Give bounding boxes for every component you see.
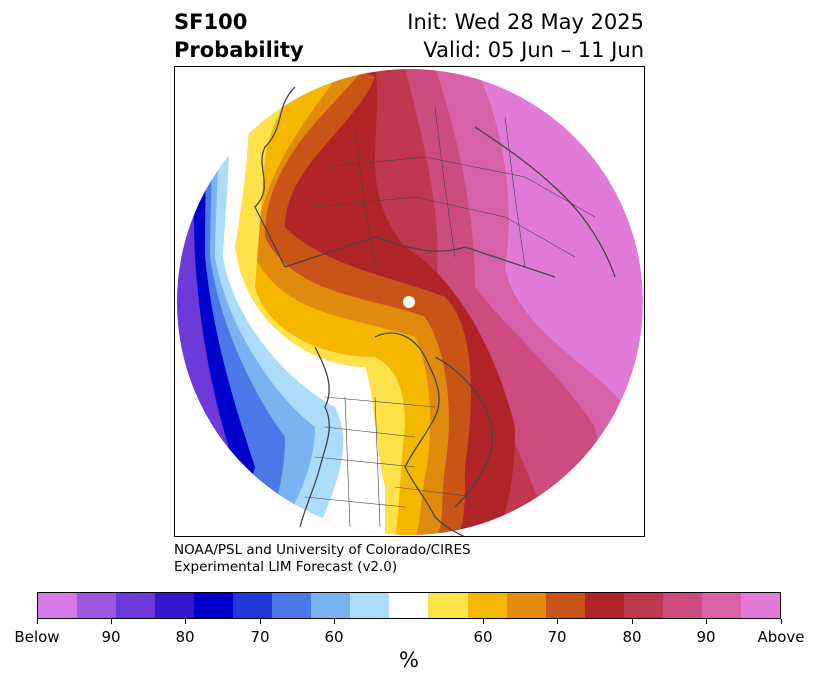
colorbar-tick-label: 80 <box>622 628 642 646</box>
colorbar-unit: % <box>399 648 419 672</box>
colorbar-segment <box>155 593 195 618</box>
colorbar-tick-label: Below <box>14 628 60 646</box>
probability-map <box>175 67 644 536</box>
map-panel <box>174 66 645 537</box>
colorbar-tick-mark <box>706 619 707 624</box>
colorbar-segment <box>38 593 78 618</box>
coastlines <box>254 86 616 536</box>
colorbar-tick-label: 90 <box>101 628 121 646</box>
colorbar-segment <box>701 593 741 618</box>
credit-line-1: NOAA/PSL and University of Colorado/CIRE… <box>174 542 471 558</box>
colorbar-segment <box>740 593 780 618</box>
colorbar-segment <box>272 593 312 618</box>
title-line-2: Probability <box>174 38 304 62</box>
north-pole-marker <box>403 296 415 308</box>
colorbar-segment <box>389 593 429 618</box>
colorbar-segment <box>233 593 273 618</box>
colorbar-tick-mark <box>37 619 38 624</box>
colorbar-segment <box>194 593 234 618</box>
colorbar-tick-label: 60 <box>324 628 344 646</box>
credit-text: NOAA/PSL and University of Colorado/CIRE… <box>174 542 471 576</box>
colorbar-tick-mark <box>334 619 335 624</box>
colorbar-tick-label: 70 <box>547 628 567 646</box>
colorbar-tick-mark <box>557 619 558 624</box>
colorbar-tick-label: 80 <box>175 628 195 646</box>
colorbar-segment <box>311 593 351 618</box>
credit-line-2: Experimental LIM Forecast (v2.0) <box>174 559 398 575</box>
valid-date: Valid: 05 Jun – 11 Jun <box>423 38 644 62</box>
political-borders <box>304 106 596 528</box>
colorbar-tick-mark <box>260 619 261 624</box>
colorbar-segment <box>116 593 156 618</box>
colorbar-segment <box>428 593 468 618</box>
forecast-dates: Init: Wed 28 May 2025 Valid: 05 Jun – 11… <box>407 8 644 64</box>
map-title: SF100 Probability <box>174 8 304 64</box>
colorbar-tick-mark <box>483 619 484 624</box>
colorbar-segment <box>662 593 702 618</box>
colorbar-tick-label: Above <box>757 628 805 646</box>
colorbar-tick-mark <box>111 619 112 624</box>
colorbar-tick-mark <box>632 619 633 624</box>
colorbar-tick-label: 90 <box>696 628 716 646</box>
colorbar-segment <box>467 593 507 618</box>
colorbar-segment <box>77 593 117 618</box>
colorbar-tick-label: 60 <box>473 628 493 646</box>
init-date: Init: Wed 28 May 2025 <box>407 10 644 34</box>
colorbar-segment <box>350 593 390 618</box>
probability-fields <box>177 69 643 535</box>
colorbar-tick-label: 70 <box>250 628 270 646</box>
colorbar-tick-mark <box>781 619 782 624</box>
colorbar-tick-mark <box>185 619 186 624</box>
colorbar-segment <box>623 593 663 618</box>
colorbar-segment <box>506 593 546 618</box>
colorbar-segment <box>584 593 624 618</box>
colorbar-segment <box>545 593 585 618</box>
title-line-1: SF100 <box>174 10 248 34</box>
colorbar <box>37 592 781 619</box>
